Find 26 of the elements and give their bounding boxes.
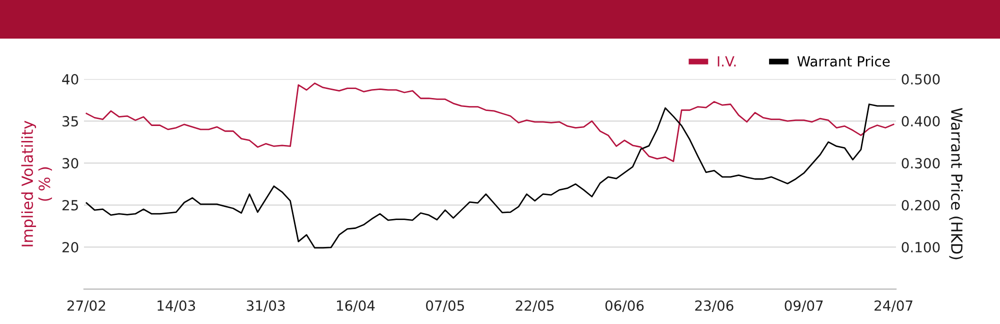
x-tick-label: 16/04 (336, 300, 375, 312)
x-tick-label: 07/05 (426, 300, 464, 312)
y2-tick-label: 0.400 (902, 116, 940, 127)
y-tick-label: 30 (62, 158, 78, 169)
x-tick-label: 31/03 (246, 300, 285, 312)
y-tick-label: 35 (62, 116, 78, 127)
legend-label: I.V. (718, 56, 736, 66)
x-tick-label: 27/02 (67, 300, 106, 312)
x-tick-label: 14/03 (158, 300, 196, 312)
x-tick-label: 23/06 (695, 300, 734, 312)
x-tick-label: 06/06 (605, 300, 644, 312)
y2-tick-label: 0.100 (902, 242, 940, 252)
y2-axis-title: Warrant Price (HKD) (949, 108, 963, 260)
x-tick-label: 09/07 (784, 300, 823, 312)
y-tick-label: 40 (62, 74, 78, 85)
legend-label: Warrant Price (797, 56, 890, 67)
x-tick-label: 24/07 (874, 300, 912, 312)
y-axis-title: Implied Volatility ( % ) (21, 120, 52, 246)
y-tick-label: 20 (62, 242, 78, 252)
line-series (86, 82, 894, 162)
y2-tick-label: 0.500 (902, 74, 940, 85)
x-tick-label: 22/05 (516, 300, 554, 312)
y2-tick-label: 0.300 (902, 158, 940, 169)
y-tick-label: 25 (62, 200, 78, 210)
y2-tick-label: 0.200 (902, 200, 940, 210)
line-series (86, 104, 894, 249)
